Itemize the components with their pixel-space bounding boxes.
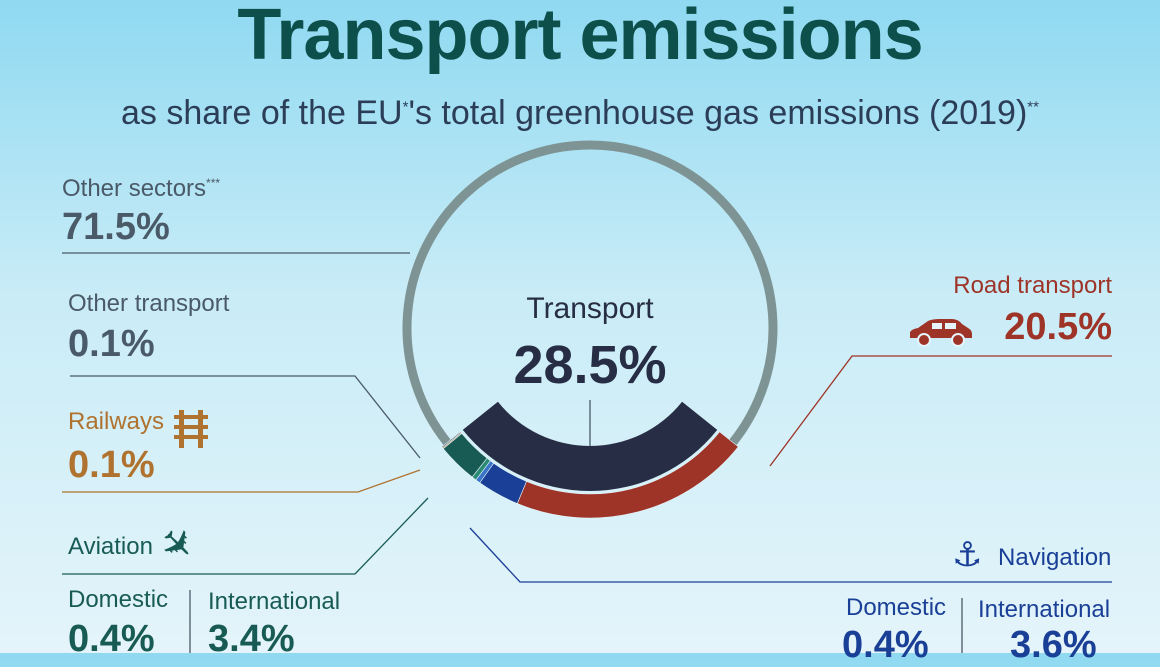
leader-other-transport (70, 375, 421, 459)
transport-label: Transport (526, 292, 654, 325)
navigation-label: Navigation (998, 544, 1112, 571)
other-sectors-footnote-mark: *** (206, 176, 221, 190)
leader-road (769, 355, 1112, 467)
segment-transport (462, 401, 718, 491)
navigation-international-value: 3.6% (1010, 624, 1097, 666)
railways-label: Railways (68, 408, 165, 435)
chart-title: Transport emissions (237, 0, 923, 75)
other-transport-value: 0.1% (68, 323, 155, 365)
other-sectors-label-text: Other sectors (62, 175, 207, 202)
leader-railways (62, 469, 421, 493)
subtitle-footnote-mark: * (402, 98, 409, 116)
aviation-international-label: International (208, 588, 341, 615)
leader-navigation (469, 527, 1112, 583)
aviation-domestic-value: 0.4% (68, 618, 155, 660)
leader-lines (62, 252, 1112, 653)
aviation-label: Aviation (68, 533, 153, 560)
subtitle-footnote-mark-2: ** (1027, 98, 1039, 116)
other-sectors-value: 71.5% (62, 206, 170, 248)
navigation-domestic-label: Domestic (846, 594, 947, 621)
navigation-domestic-value: 0.4% (842, 624, 929, 666)
segment-other-sectors (402, 140, 778, 446)
railways-value: 0.1% (68, 444, 155, 486)
road-transport-label: Road transport (953, 272, 1112, 299)
transport-value: 28.5% (513, 335, 667, 395)
anchor-icon: ⚓ (952, 536, 983, 574)
railway-track-icon (174, 410, 208, 448)
other-transport-label: Other transport (68, 290, 230, 317)
donut-chart (62, 140, 1112, 653)
chart-subtitle: as share of the EU*'s total greenhouse g… (0, 94, 1160, 133)
car-icon (910, 319, 972, 347)
navigation-international-label: International (978, 596, 1111, 623)
aviation-domestic-label: Domestic (68, 586, 169, 613)
donut-segments (402, 140, 778, 519)
road-transport-value: 20.5% (1004, 306, 1112, 348)
leader-aviation (62, 497, 429, 575)
other-sectors-label: Other sectors*** (62, 175, 220, 203)
segment-other-transport (441, 431, 462, 449)
subtitle-text: as share of the EU (121, 94, 403, 132)
subtitle-text-rest: 's total greenhouse gas emissions (2019) (408, 94, 1028, 132)
aviation-international-value: 3.4% (208, 618, 295, 660)
